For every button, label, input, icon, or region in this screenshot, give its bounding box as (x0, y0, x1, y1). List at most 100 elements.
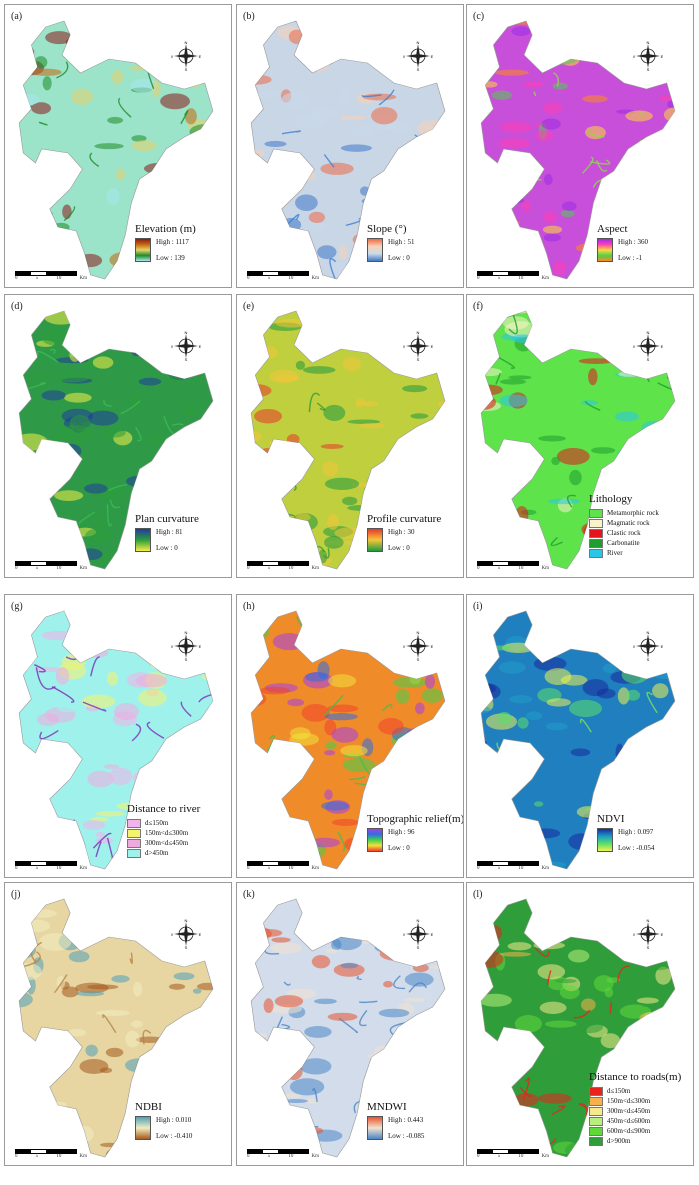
compass-w: W (633, 644, 635, 649)
scale-tick: 5 (35, 276, 39, 281)
legend-swatch (589, 1126, 603, 1136)
region-map (250, 310, 446, 570)
compass-n: N (647, 631, 650, 635)
scale-tick: 0 (247, 276, 250, 281)
color-ramp (135, 1116, 151, 1140)
legend-item: d>900m (589, 1136, 681, 1146)
scale-tick: Km (79, 566, 87, 571)
region-map (480, 310, 676, 570)
legend-high: High : 360 (618, 238, 648, 246)
scale-tick: 0 (477, 866, 480, 871)
compass-w: W (171, 54, 173, 59)
map-panel: (h) N S E W Topographic relief(m) High : 96 Low… (236, 594, 464, 878)
compass-e: E (661, 644, 663, 649)
compass-e: E (661, 932, 663, 937)
compass-e: E (431, 54, 433, 59)
scale-tick: 0 (15, 1154, 18, 1159)
compass-n: N (647, 331, 650, 335)
compass-w: W (403, 644, 405, 649)
legend-title: NDVI (597, 813, 625, 825)
legend-item-label: 450m<d≤600m (607, 1117, 651, 1125)
legend-title: Distance to roads(m) (589, 1071, 682, 1083)
compass-w: W (403, 54, 405, 59)
legend: Topographic relief(m) High : 96 Low : 0 (367, 813, 463, 852)
compass-e: E (199, 932, 201, 937)
compass-n: N (647, 41, 650, 45)
compass-n: N (185, 41, 188, 45)
panel-label: (h) (243, 601, 255, 612)
legend-title: Distance to river (127, 803, 201, 815)
legend-item-label: Magmatic rock (607, 519, 650, 527)
compass-s: S (417, 945, 420, 949)
legend-item: 300m<d≤450m (127, 838, 200, 848)
legend-item-label: d≤150m (145, 819, 169, 827)
scale-tick: Km (541, 566, 549, 571)
legend-high: High : 0.010 (156, 1116, 192, 1124)
compass-e: E (661, 344, 663, 349)
map-panel: (i) N S E W NDVI High : 0.097 Low : -0.054 0 5 10 K… (466, 594, 694, 878)
legend-swatch (589, 518, 603, 528)
region-map (250, 610, 446, 870)
compass-w: W (171, 932, 173, 937)
legend-swatch (127, 828, 141, 838)
compass-n: N (185, 331, 188, 335)
legend-low: Low : 0 (156, 544, 178, 552)
legend: MNDWI High : 0.443 Low : -0.085 (367, 1101, 424, 1140)
north-arrow-icon: N S E W (171, 331, 201, 361)
legend-swatch (589, 1096, 603, 1106)
scale-tick: Km (311, 566, 319, 571)
scale-tick: 5 (267, 1154, 271, 1159)
compass-e: E (199, 54, 201, 59)
compass-n: N (417, 631, 420, 635)
map-panel: (e) N S E W Profile curvature High : 30 Low : 0… (236, 294, 464, 578)
north-arrow-icon: N S E W (171, 919, 201, 949)
legend-low: Low : 139 (156, 254, 185, 262)
compass-e: E (199, 644, 201, 649)
panel-label: (i) (473, 601, 483, 612)
legend-swatch (589, 1086, 603, 1096)
legend-ramp: High : 51 Low : 0 (367, 238, 414, 262)
north-arrow-icon: N S E W (633, 919, 663, 949)
scale-tick: 5 (267, 566, 271, 571)
legend-title: Profile curvature (367, 513, 442, 525)
panel-label: (j) (11, 889, 21, 900)
legend-item: Magmatic rock (589, 518, 659, 528)
legend-item-label: Clastic rock (607, 529, 641, 537)
scale-tick: Km (311, 1154, 319, 1159)
legend-title: Lithology (589, 493, 633, 505)
scale-bar: 0 5 10 Km (477, 561, 549, 575)
scale-tick: 0 (477, 1154, 480, 1159)
legend-item: Clastic rock (589, 528, 659, 538)
compass-n: N (417, 41, 420, 45)
scale-tick: 0 (15, 866, 18, 871)
compass-s: S (647, 945, 650, 949)
panel-label: (d) (11, 301, 23, 312)
legend-title: Aspect (597, 223, 628, 235)
region-map (18, 610, 214, 870)
legend-item-label: 300m<d≤450m (607, 1107, 651, 1115)
legend-item-label: 600m<d≤900m (607, 1127, 651, 1135)
legend-item: 150m<d≤300m (127, 828, 200, 838)
color-ramp (367, 828, 383, 852)
legend-high: High : 96 (388, 828, 415, 836)
scale-bar: 0 5 10 Km (15, 271, 87, 285)
map-panel: (c) N S E W Aspect High : 360 Low : -1 0 5 10 Km (466, 4, 694, 288)
legend-swatch (127, 848, 141, 858)
scale-tick: 10 (288, 566, 294, 571)
legend-low: Low : 0 (388, 254, 410, 262)
legend-item: 300m<d≤450m (589, 1106, 681, 1116)
color-ramp (135, 238, 151, 262)
legend-low: Low : 0 (388, 544, 410, 552)
compass-n: N (185, 631, 188, 635)
legend-title: NDBI (135, 1101, 162, 1113)
panel-label: (e) (243, 301, 255, 312)
scale-tick: 0 (477, 566, 480, 571)
legend-low: Low : -0.085 (388, 1132, 425, 1140)
compass-w: W (633, 344, 635, 349)
color-ramp (367, 1116, 383, 1140)
compass-n: N (647, 919, 650, 923)
legend-title: MNDWI (367, 1101, 407, 1113)
scale-tick: 10 (56, 866, 62, 871)
compass-e: E (431, 644, 433, 649)
region-map (480, 898, 676, 1158)
